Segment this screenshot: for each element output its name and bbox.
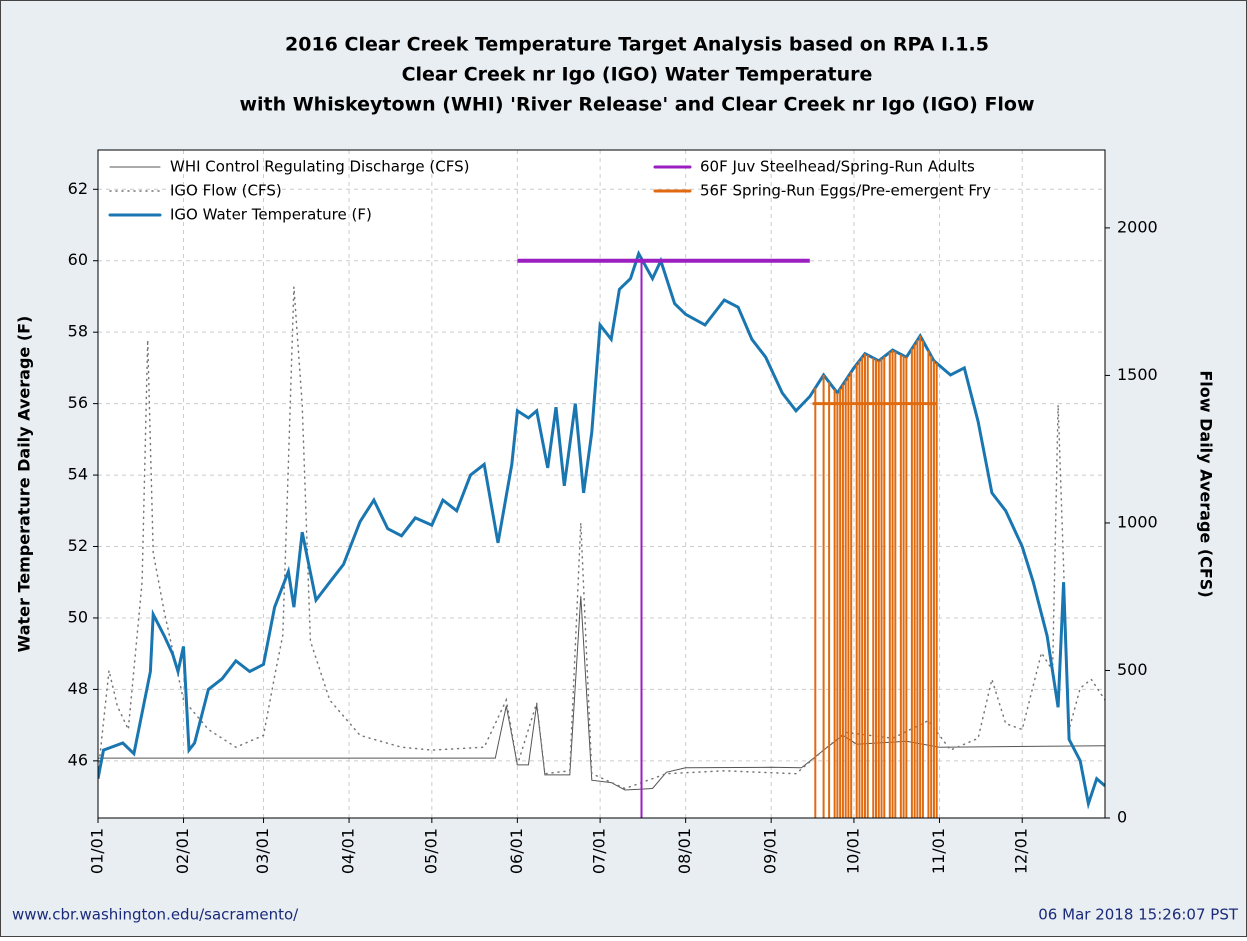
y2-tick-label: 1000 [1117, 512, 1158, 531]
y-tick-label: 50 [68, 607, 88, 626]
y-tick-label: 56 [68, 393, 88, 412]
plot-frame [97, 149, 1106, 819]
y2-axis-label: Flow Daily Average (CFS) [1197, 370, 1216, 597]
y-tick-label: 58 [68, 322, 88, 341]
chart-title: Clear Creek nr Igo (IGO) Water Temperatu… [402, 64, 873, 86]
x-tick-label: 03/01 [253, 828, 272, 874]
x-tick-label: 04/01 [339, 828, 358, 874]
y-tick-label: 52 [68, 536, 88, 555]
y2-tick-label: 1500 [1117, 365, 1158, 384]
y2-tick-label: 2000 [1117, 217, 1158, 236]
series-line [98, 286, 1105, 790]
footer-source: www.cbr.washington.edu/sacramento/ [12, 906, 299, 924]
legend-label: 56F Spring-Run Eggs/Pre-emergent Fry [700, 182, 991, 200]
y-tick-label: 46 [68, 750, 88, 769]
legend-label: 60F Juv Steelhead/Spring-Run Adults [700, 158, 975, 176]
plot-area [98, 150, 1105, 818]
x-tick-label: 01/01 [88, 828, 107, 874]
y2-tick-label: 0 [1117, 808, 1127, 827]
x-tick-label: 10/01 [843, 828, 862, 874]
legend-label: IGO Water Temperature (F) [170, 206, 372, 224]
y-tick-label: 62 [68, 179, 88, 198]
y2-tick-label: 500 [1117, 660, 1148, 679]
legend-label: IGO Flow (CFS) [170, 182, 282, 200]
chart-title: 2016 Clear Creek Temperature Target Anal… [285, 34, 989, 56]
x-tick-label: 06/01 [507, 828, 526, 874]
legend-label: WHI Control Regulating Discharge (CFS) [170, 158, 469, 176]
y-tick-label: 48 [68, 679, 88, 698]
y-axis-label: Water Temperature Daily Average (F) [15, 316, 34, 653]
x-tick-label: 09/01 [761, 828, 780, 874]
x-tick-label: 02/01 [173, 828, 192, 874]
footer-timestamp: 06 Mar 2018 15:26:07 PST [1038, 906, 1239, 924]
series-line [98, 249, 1105, 810]
y-tick-label: 60 [68, 250, 88, 269]
chart-title: with Whiskeytown (WHI) 'River Release' a… [239, 94, 1034, 116]
x-tick-label: 05/01 [421, 828, 440, 874]
y-tick-label: 54 [68, 465, 88, 484]
x-tick-label: 08/01 [675, 828, 694, 874]
x-tick-label: 11/01 [929, 828, 948, 874]
x-tick-label: 12/01 [1012, 828, 1031, 874]
x-tick-label: 07/01 [590, 828, 609, 874]
